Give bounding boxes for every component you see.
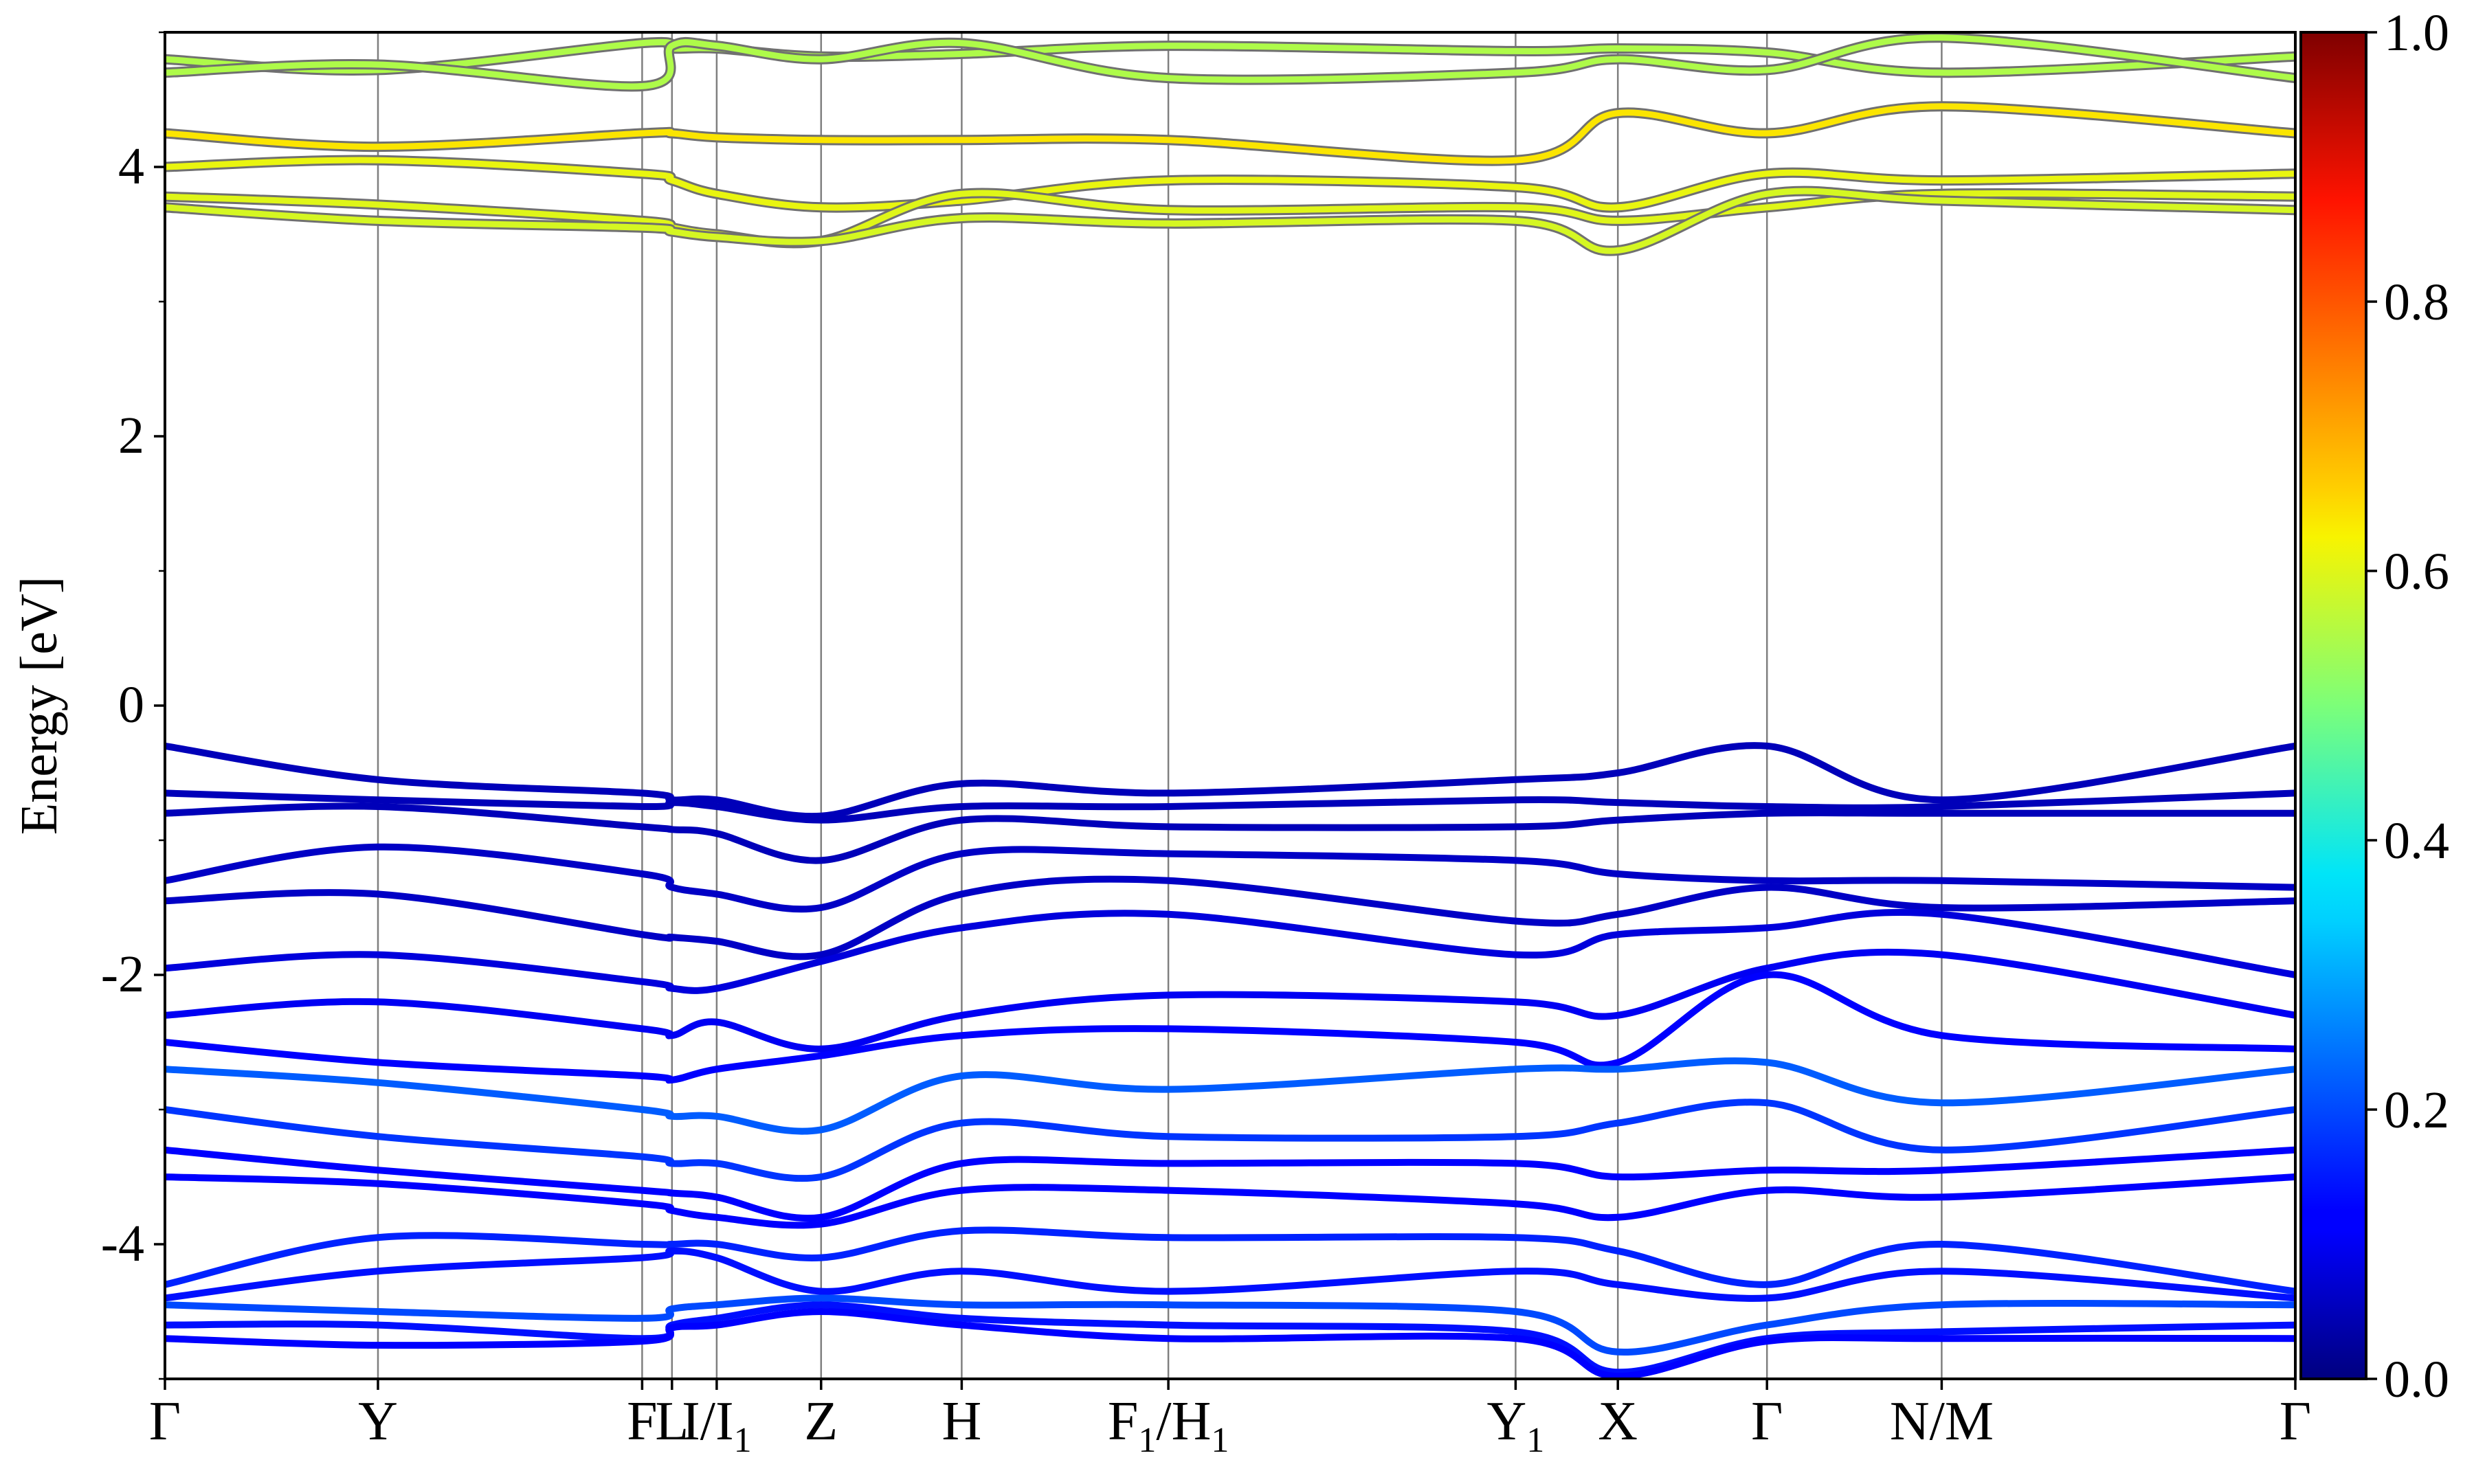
band-line — [165, 789, 2295, 824]
x-tick-label: N/M — [1890, 1391, 1994, 1452]
y-tick-label: 0 — [118, 676, 144, 734]
band-line — [165, 1146, 2295, 1222]
x-tick-label: F1/H1 — [1108, 1391, 1229, 1460]
band-lines — [165, 32, 2295, 1379]
band-line — [165, 157, 2295, 211]
colorbar: 0.0 0.2 0.4 0.6 0.8 1.0 — [2299, 4, 2449, 1408]
y-tick-label: -2 — [101, 945, 144, 1003]
colorbar-tick-label: 1.0 — [2384, 4, 2449, 62]
colorbar-tick-label: 0.4 — [2384, 812, 2449, 870]
band-line — [165, 188, 2295, 254]
band-line — [165, 103, 2295, 164]
x-tick-label: L — [655, 1391, 689, 1452]
x-tick-label: I/I1 — [682, 1391, 752, 1460]
x-tick-label: Γ — [1751, 1391, 1783, 1452]
colorbar-tick-label: 0.2 — [2384, 1081, 2449, 1139]
y-tick-label: 2 — [118, 407, 144, 464]
band-outline — [165, 101, 2295, 166]
band-line — [165, 875, 2295, 960]
x-tick-label: Γ — [149, 1391, 181, 1452]
y-axis-ticks: -4 -2 0 2 4 — [101, 31, 165, 1380]
band-line — [165, 1301, 2295, 1376]
colorbar-ticks: 0.0 0.2 0.4 0.6 0.8 1.0 — [2366, 4, 2449, 1408]
band-line — [165, 1099, 2295, 1182]
band-line — [165, 948, 2295, 1053]
band-line — [165, 802, 2295, 864]
kpoint-gridlines — [377, 32, 1943, 1379]
x-tick-label: Z — [804, 1391, 838, 1452]
band-line — [165, 1173, 2295, 1229]
band-line — [165, 1057, 2295, 1135]
colorbar-tick-label: 0.6 — [2384, 543, 2449, 600]
colorbar-tick-label: 0.0 — [2384, 1351, 2449, 1408]
x-tick-label: Y1 — [1487, 1391, 1545, 1460]
x-tick-label: X — [1598, 1391, 1638, 1452]
x-tick-label: F — [627, 1391, 658, 1452]
band-line — [165, 1308, 2295, 1379]
band-line — [165, 1226, 2295, 1295]
band-line — [165, 1247, 2295, 1302]
y-tick-label: -4 — [101, 1215, 144, 1272]
band-line — [165, 908, 2295, 994]
band-line — [165, 34, 2295, 90]
band-line — [165, 742, 2295, 820]
colorbar-gradient — [2299, 31, 2367, 1380]
x-tick-label: H — [942, 1391, 982, 1452]
band-line — [165, 190, 2295, 247]
y-tick-label: 4 — [118, 137, 144, 195]
band-line — [165, 1294, 2295, 1356]
y-axis-label: Energy [eV] — [10, 576, 68, 835]
x-tick-label: Γ — [2280, 1391, 2311, 1452]
x-tick-label: Y — [358, 1391, 398, 1452]
band-line — [165, 843, 2295, 913]
band-line — [165, 971, 2295, 1084]
x-axis-ticks: Γ Y FLI/I1 Z H F1/H1 Y1 X Γ N/M Γ — [149, 1379, 2311, 1460]
colorbar-tick-label: 0.8 — [2384, 273, 2449, 331]
